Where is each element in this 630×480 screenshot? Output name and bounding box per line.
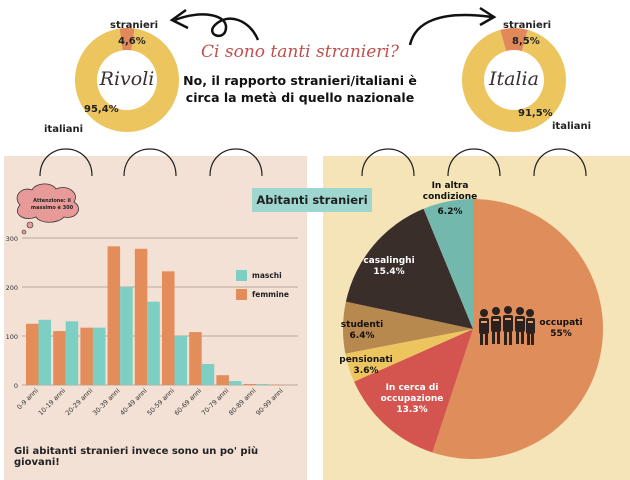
italia-italiani-label: italiani xyxy=(552,121,592,132)
bar-maschi xyxy=(65,321,79,385)
pie-banner: Abitanti stranieri xyxy=(252,188,372,212)
pie-slice-in-cerca xyxy=(354,329,473,453)
pie-slice-studenti xyxy=(343,301,473,354)
warning-text: Attenzione: il massimo è 300 xyxy=(30,198,74,211)
ring-3 xyxy=(209,148,263,177)
italia-italiani-pct: 91,5% xyxy=(518,108,553,119)
pie-label-occupati-value: 55% xyxy=(550,329,572,339)
pie-label-altra-name: In altra condizione xyxy=(422,181,478,202)
pie-slice-altra xyxy=(423,199,473,329)
bar-femmine xyxy=(134,248,148,385)
ring-2 xyxy=(123,148,177,177)
pie-label-altra: In altra condizione 6.2% xyxy=(418,181,482,218)
rivoli-stranieri-pct: 4,6% xyxy=(118,36,146,47)
pie-label-pensionati: pensionati 3.6% xyxy=(336,355,396,377)
bar-maschi xyxy=(174,336,188,385)
italia-title: Italia xyxy=(489,68,539,90)
bar-femmine xyxy=(243,384,257,385)
cloud-bubble-2 xyxy=(21,229,27,235)
rivoli-title: Rivoli xyxy=(99,68,155,90)
right-arrow xyxy=(408,13,493,46)
italia-slice-stranieri xyxy=(500,28,528,52)
y-tick-label: 200 xyxy=(6,284,18,292)
histogram-footer: Gli abitanti stranieri invece sono un po… xyxy=(14,446,259,468)
left-arrow xyxy=(174,13,260,41)
pie-slice-pensionati xyxy=(345,329,473,382)
ring-4 xyxy=(361,148,415,177)
italia-slice-italiani xyxy=(462,29,566,133)
bar-maschi xyxy=(147,301,160,385)
rivoli-stranieri-label: stranieri xyxy=(110,20,159,31)
ring-5 xyxy=(447,148,501,177)
workers-icon xyxy=(479,306,535,345)
pie-label-casalinghi-value: 15.4% xyxy=(373,267,405,277)
bar-maschi xyxy=(38,319,52,385)
y-tick-label: 300 xyxy=(6,235,18,243)
pie-slice-casalinghi xyxy=(345,208,473,329)
pie-label-in-cerca: In cerca di occupazione 13.3% xyxy=(373,383,451,416)
bar-maschi xyxy=(120,287,133,385)
bar-femmine xyxy=(80,327,93,385)
y-tick-label: 100 xyxy=(6,333,18,341)
bar-femmine xyxy=(162,271,175,385)
rivoli-slice-stranieri xyxy=(119,28,135,51)
pie-label-occupati: occupati 55% xyxy=(531,318,591,340)
warning-cloud xyxy=(16,183,79,223)
ring-6 xyxy=(533,148,587,177)
italia-stranieri-label: stranieri xyxy=(503,20,552,31)
left-arrowhead xyxy=(169,8,189,30)
rivoli-italiani-label: italiani xyxy=(44,124,84,135)
bar-maschi xyxy=(92,327,106,385)
italia-stranieri-pct: 8,5% xyxy=(512,36,540,47)
headline: Ci sono tanti stranieri? xyxy=(201,42,399,62)
pie-label-studenti: studenti 6.4% xyxy=(336,320,388,342)
pie-label-pensionati-value: 3.6% xyxy=(353,366,379,376)
bar-maschi xyxy=(228,381,242,385)
pie-label-in-cerca-name: In cerca di occupazione xyxy=(380,383,444,404)
legend-swatch-maschi xyxy=(236,270,247,281)
pie-label-in-cerca-value: 13.3% xyxy=(396,405,428,415)
bar-maschi xyxy=(201,363,215,385)
legend-label-maschi: maschi xyxy=(252,271,282,280)
bar-femmine xyxy=(53,331,66,385)
bar-femmine xyxy=(26,323,39,385)
pie-label-casalinghi-name: casalinghi xyxy=(363,256,415,266)
rivoli-italiani-pct: 95,4% xyxy=(84,104,119,115)
rivoli-slice-italiani xyxy=(75,28,179,133)
bar-femmine xyxy=(216,375,229,385)
bar-femmine xyxy=(189,332,202,385)
ring-1 xyxy=(39,148,93,177)
bar-maschi xyxy=(256,384,269,385)
subline: No, il rapporto stranieri/italiani è cir… xyxy=(183,73,417,105)
pie-label-studenti-value: 6.4% xyxy=(349,331,375,341)
right-arrowhead xyxy=(479,6,497,27)
bar-femmine xyxy=(107,246,121,385)
legend-label-femmine: femmine xyxy=(252,290,289,299)
pie-label-pensionati-name: pensionati xyxy=(339,355,393,365)
legend-swatch-femmine xyxy=(236,289,247,300)
cloud-bubble-1 xyxy=(26,221,34,229)
y-tick-label: 0 xyxy=(14,382,18,390)
pie-label-studenti-name: studenti xyxy=(340,320,384,330)
pie-label-occupati-name: occupati xyxy=(539,318,583,328)
pie-label-casalinghi: casalinghi 15.4% xyxy=(358,256,420,278)
pie-label-altra-value: 6.2% xyxy=(437,207,463,217)
